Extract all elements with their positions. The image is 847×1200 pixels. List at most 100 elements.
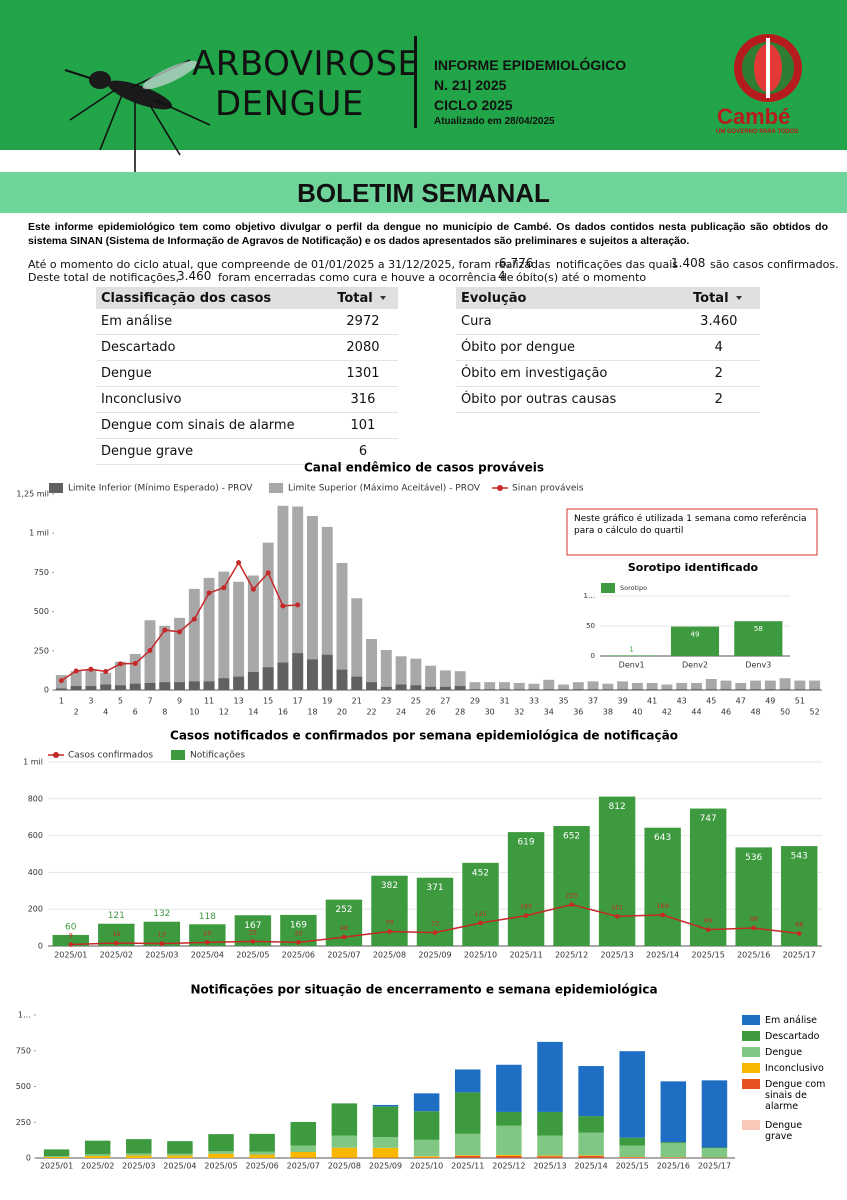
x-tick-label: 2 [74,708,79,717]
bar [513,682,525,690]
x-tick-label: 19 [322,697,332,706]
bar-segment [208,1151,234,1154]
value-label: 382 [381,881,398,891]
bar [661,689,673,690]
x-tick-label: 2025/03 [122,1162,155,1171]
bar [587,689,599,690]
bar [689,808,727,946]
bar [203,577,215,690]
legend-swatch [742,1015,760,1025]
x-tick-label: Denv1 [619,661,645,670]
legend-swatch [742,1047,760,1057]
x-tick-label: 2025/02 [100,951,133,960]
x-tick-label: 2025/10 [410,1162,443,1171]
y-tick-label: 0 [591,652,595,660]
x-tick-label: 22 [366,708,376,717]
bar-segment [537,1041,563,1112]
bar-segment [208,1153,234,1158]
sort-icon[interactable] [379,294,389,302]
bar [661,684,673,690]
bar [587,681,599,690]
value-label: 20 [294,929,302,937]
y-tick-label: 200 [28,905,43,914]
line-point [387,929,392,934]
x-tick-label: 38 [603,708,613,717]
bar [100,684,112,690]
x-tick-label: 47 [736,697,746,706]
line-point [68,942,74,947]
value-label: 652 [563,832,580,842]
table-cell: Óbito por dengue [456,334,678,361]
bar [779,689,791,690]
bar-segment [331,1147,358,1158]
bar [144,682,156,690]
value-label: 58 [754,625,763,633]
bar-segment [372,1147,399,1158]
bar [735,682,747,690]
header: ARBOVIROSE DENGUE INFORME EPIDEMIOLÓGICO… [0,0,847,175]
legend-swatch [742,1079,760,1089]
bar [553,826,590,946]
bar-segment [454,1155,481,1158]
x-tick-label: 2025/06 [246,1162,279,1171]
bar [439,670,451,690]
value-label: 165 [520,903,532,911]
table-row: Em análise 2972 [96,309,398,335]
y-tick-label: 0 [38,942,43,951]
bar [70,686,82,690]
x-tick-label: 42 [662,708,672,717]
annotation-box [566,508,818,556]
bar [617,689,629,690]
value-label: 225 [565,892,577,900]
x-tick-label: 40 [632,708,642,717]
line-point [191,616,197,622]
bar-segment [496,1154,522,1156]
title-line: DENGUE [215,84,364,124]
x-tick-label: 5 [118,697,123,706]
x-tick-label: 2025/17 [698,1162,731,1171]
x-tick-label: 43 [677,697,687,706]
x-tick-label: 21 [352,697,362,706]
bar [262,542,274,690]
y-tick-label: 800 [28,794,43,803]
bar [484,689,496,690]
bar [764,689,776,690]
bar [203,681,215,690]
x-tick-label: Denv3 [745,661,771,670]
x-tick-label: 46 [721,708,731,717]
table-cell: 3.460 [677,309,760,335]
bar-segment [454,1133,481,1156]
x-tick-label: 20 [337,708,347,717]
bar-segment [208,1134,234,1152]
table-cell: Dengue [96,360,328,387]
legend-label: Limite Superior (Máximo Aceitável) - PRO… [288,484,481,494]
bar [607,655,656,656]
y-tick-label: 750 [16,1046,31,1055]
bar-segment [496,1064,522,1112]
x-tick-label: 2025/07 [287,1162,320,1171]
line-point [205,940,210,945]
x-tick-label: 29 [470,697,480,706]
line-point [250,939,256,944]
x-tick-label: 16 [278,708,288,717]
bar [247,671,259,690]
table-cell: 6 [327,438,398,465]
bar [351,598,363,690]
summary-number: 4 [498,269,506,283]
bar [410,685,422,690]
inset-bg [565,558,815,676]
bar-segment [496,1111,522,1126]
bar [114,685,126,690]
line-point [113,940,119,946]
x-tick-label: 1 [59,697,64,706]
line-point [432,930,438,935]
y-tick-label: 250 [16,1118,31,1127]
y-tick-label: 1 mil [23,758,43,767]
bar-segment [249,1154,275,1158]
bar [720,680,732,690]
sort-icon[interactable] [735,294,745,302]
line-point [478,920,483,926]
line-point [265,570,271,576]
bar [85,686,97,690]
x-tick-label: 2025/10 [464,951,497,960]
